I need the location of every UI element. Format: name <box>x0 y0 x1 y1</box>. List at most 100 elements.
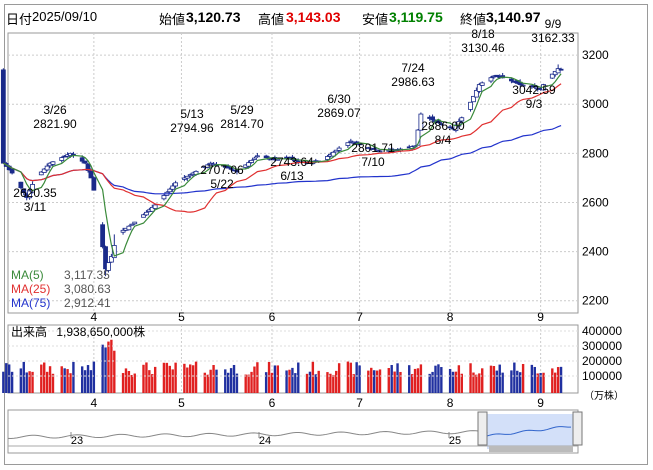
candle-body <box>21 188 27 193</box>
volume-bar <box>326 372 329 393</box>
candle-body <box>418 113 424 131</box>
month-label-4: 4 <box>91 310 98 324</box>
volume-bar <box>148 370 151 393</box>
candle-body <box>479 82 485 86</box>
candle-body <box>549 73 555 79</box>
candle-body <box>246 162 252 167</box>
volume-bar <box>235 373 239 393</box>
volume-bar <box>174 362 177 393</box>
volume-bar <box>215 369 218 393</box>
volume-bar <box>22 361 25 393</box>
vol-tick-400000: 400000 <box>582 324 622 338</box>
candle-body <box>44 165 50 171</box>
volume-bar <box>551 368 554 393</box>
navigator-left-handle[interactable] <box>477 411 488 446</box>
candle-body <box>18 181 24 189</box>
y-tick-3000: 3000 <box>582 97 609 111</box>
open-label: 始値 <box>159 12 186 27</box>
volume-bar <box>86 365 90 393</box>
volume-bar <box>80 366 84 393</box>
volume-bar <box>40 364 43 393</box>
volume-bar <box>495 370 499 393</box>
volume-bar <box>335 370 338 393</box>
candle-body <box>254 155 260 158</box>
candle-body <box>141 214 146 218</box>
volume-bar <box>375 370 379 393</box>
volume-bar <box>145 362 148 393</box>
annotation-date-8-18: 8/18 <box>471 27 495 41</box>
volume-bar <box>475 374 478 393</box>
volume-bar <box>194 361 198 393</box>
close-value: 3,140.97 <box>486 9 541 25</box>
navigator-line <box>7 430 489 439</box>
legend-ma25-label: MA(25) <box>11 282 51 296</box>
volume-bar <box>451 371 455 393</box>
candle-body <box>152 204 158 209</box>
volume-bar <box>457 365 461 393</box>
volume-bar <box>250 371 253 393</box>
volume-bar <box>337 363 341 393</box>
annotation-value-7-24: 2986.63 <box>391 75 435 89</box>
candle-body <box>91 177 97 191</box>
candle-body <box>184 175 190 179</box>
navigator-tick-23: 23 <box>71 435 83 447</box>
volume-bar <box>110 339 113 393</box>
candle-body <box>471 95 476 103</box>
candle-body <box>468 101 473 110</box>
volume-bar <box>133 373 136 393</box>
annotation-date-3-26: 3/26 <box>43 103 67 117</box>
volume-bar <box>25 372 28 393</box>
volume-bar <box>390 365 393 393</box>
y-tick-2600: 2600 <box>582 195 609 209</box>
volume-bar <box>171 369 174 393</box>
volume-bar <box>121 373 125 393</box>
annotation-value-5-29: 2814.70 <box>220 117 264 131</box>
volume-bar <box>285 370 288 393</box>
volume-bar <box>226 372 230 393</box>
volume-bar <box>413 368 417 393</box>
volume-bar <box>521 363 525 393</box>
annotation-date-6-30: 6/30 <box>327 92 351 106</box>
volume-bar <box>83 370 87 393</box>
volume-bar <box>203 372 207 393</box>
candle-body <box>509 78 514 82</box>
candle-body <box>41 168 47 173</box>
volume-bar <box>492 366 496 393</box>
legend-ma75: MA(75) 2,912.41 <box>11 296 111 310</box>
volume-bar <box>107 341 110 393</box>
vol-month-label-5: 5 <box>178 396 185 410</box>
candle-body <box>473 90 479 98</box>
volume-label: 出来高 <box>11 325 48 339</box>
candle-body <box>252 157 257 160</box>
low-value: 3,119.75 <box>389 9 443 25</box>
candle-body <box>100 224 106 248</box>
date-label: 日付 <box>6 12 33 27</box>
volume-bar <box>431 371 434 393</box>
volume-bar <box>513 362 516 393</box>
candle-body <box>494 74 500 77</box>
volume-bar <box>124 368 128 393</box>
candle-body <box>181 177 187 180</box>
volume-legend: 出来高 1,938,650,000株 <box>11 323 145 340</box>
volume-bar <box>454 371 458 393</box>
volume-bar <box>224 369 227 393</box>
navigator-right-handle[interactable] <box>572 411 583 446</box>
candle-body <box>82 160 88 164</box>
volume-bar <box>305 373 309 393</box>
volume-bar <box>270 372 274 393</box>
legend-ma5-value: 3,117.35 <box>64 268 110 282</box>
volume-bar <box>434 365 437 393</box>
navigator-scroll-thumb[interactable] <box>489 446 573 452</box>
volume-bar <box>113 350 116 393</box>
volume-bar <box>536 373 539 393</box>
candle-body <box>106 262 111 271</box>
volume-bar <box>247 374 250 393</box>
volume-bar <box>437 364 440 393</box>
candle-body <box>263 155 269 159</box>
volume-bar <box>7 364 11 393</box>
candle-body <box>430 116 435 121</box>
volume-bar <box>419 364 423 393</box>
volume-bar <box>408 365 411 393</box>
vol-tick-300000: 300000 <box>582 339 622 353</box>
volume-bar <box>349 362 353 393</box>
